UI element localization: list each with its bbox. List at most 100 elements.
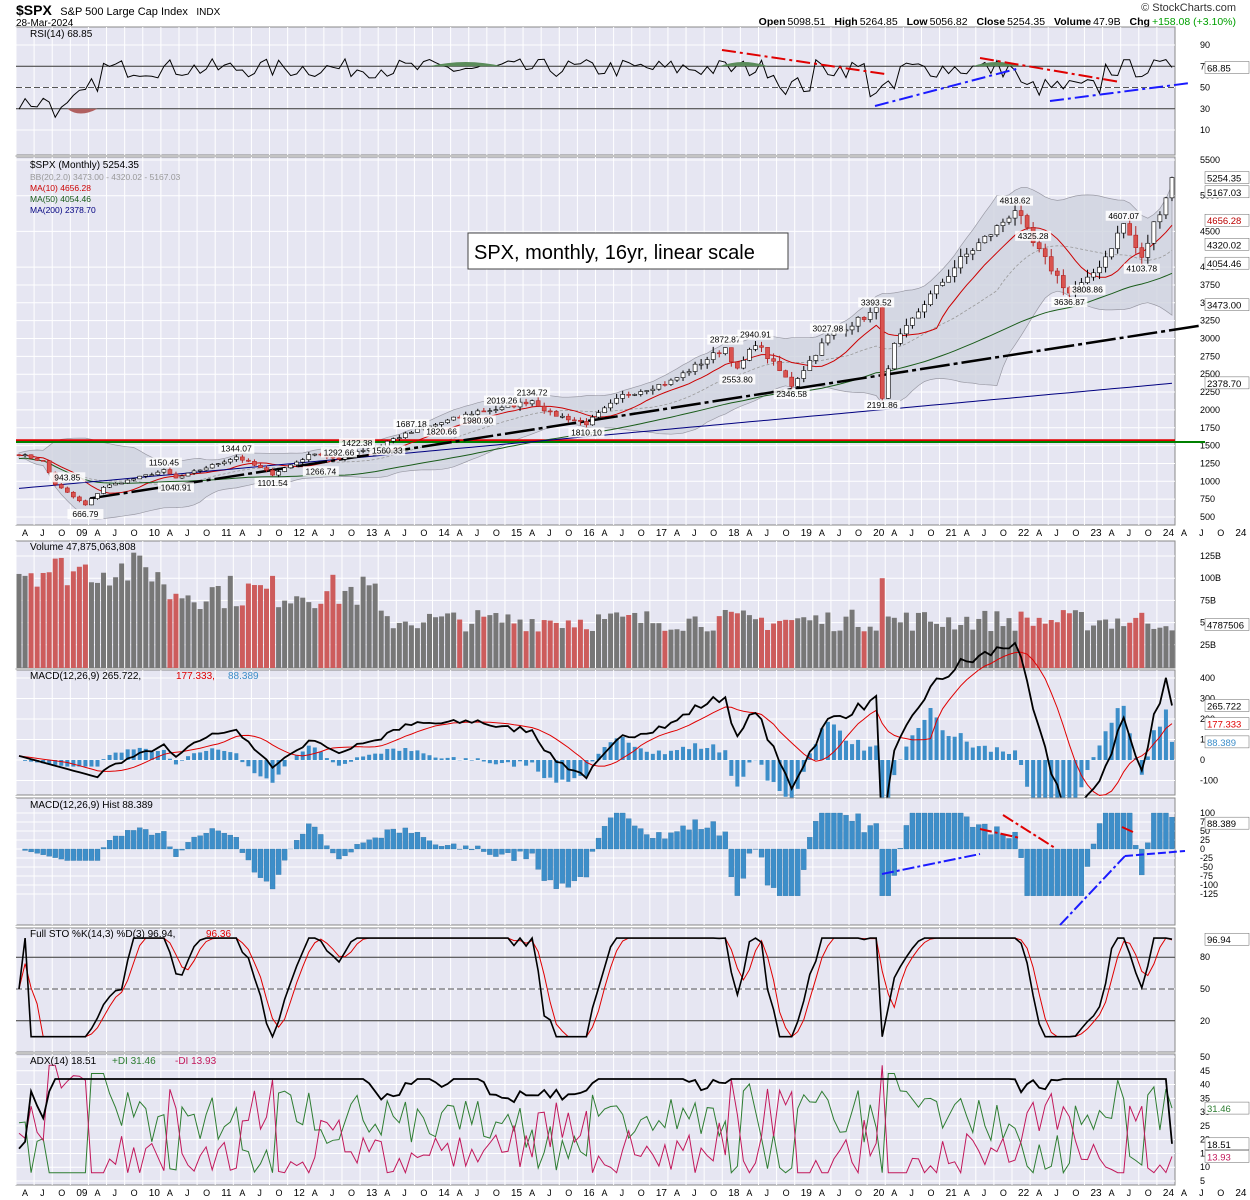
chart-date: 28-Mar-2024: [16, 18, 74, 29]
price-tick: 3000: [1200, 334, 1220, 344]
volume-bar: [52, 558, 58, 668]
macd-hist-bar: [783, 760, 788, 797]
hist-bar: [432, 844, 439, 850]
candle-body: [173, 473, 179, 479]
price-xlabel: 20: [873, 528, 885, 539]
hist-bar: [221, 833, 227, 850]
volume-bar: [221, 608, 227, 668]
hist-bar: [559, 848, 565, 884]
price-label-bg: [483, 395, 520, 406]
hist-bar: [680, 825, 686, 850]
high-value: 5264.85: [859, 16, 898, 28]
price-xlabel: O: [1000, 528, 1007, 538]
volume-bar: [445, 613, 451, 668]
rsi-title: RSI(14) 68.85: [30, 29, 93, 40]
hist-bar: [426, 840, 433, 850]
hist-bar: [1090, 843, 1097, 850]
macd-hist-bar: [421, 753, 426, 760]
macd-hist-tick: 100: [1200, 808, 1215, 818]
volume-bar: [789, 620, 795, 668]
volume-bar: [451, 612, 457, 668]
volume-bar: [101, 572, 107, 668]
price-label: 3636.87: [1054, 297, 1085, 307]
adx-mdi-value-box: [1204, 1150, 1250, 1163]
price-legend-item: MA(10) 4656.28: [30, 183, 91, 193]
ma10-line: [18, 224, 1173, 494]
candle-body: [409, 432, 414, 434]
macd-hist-bar: [681, 746, 686, 760]
price-xlabel: O: [638, 528, 645, 538]
hist-bar: [1121, 812, 1127, 850]
candle-body: [710, 352, 716, 360]
candle-body: [451, 416, 456, 421]
candle-body: [215, 463, 221, 465]
adx-xlabel: O: [131, 1188, 138, 1198]
hist-bar: [589, 848, 596, 852]
price-xlabel: J: [837, 528, 842, 538]
price-label: 1266.74: [305, 466, 336, 476]
adx-xlabel: 19: [801, 1188, 813, 1199]
price-label: 1150.45: [149, 458, 179, 468]
price-label-bg: [809, 323, 846, 334]
candle-body: [958, 256, 964, 269]
candle-body: [1163, 197, 1169, 216]
price-label: 4325.28: [1018, 231, 1049, 241]
adx-xlabel: J: [620, 1188, 625, 1198]
volume-bar: [493, 613, 499, 668]
rsi-value-box: [1204, 61, 1250, 74]
ohlc-bar: Open 5098.51 High 5264.85 Low 5056.82 Close…: [753, 16, 1236, 28]
macd-hist-bar: [825, 721, 830, 760]
macd-hist-bar: [499, 760, 504, 764]
candle-body: [650, 388, 656, 391]
adx-xlabel: A: [746, 1188, 752, 1198]
volume-bar: [1084, 630, 1090, 668]
volume-bar: [402, 621, 408, 668]
hist-bar: [1096, 823, 1103, 850]
volume-bar: [583, 629, 589, 668]
macd-hist-bar: [542, 760, 547, 779]
price-tick: 2000: [1200, 405, 1220, 415]
price-label-bg: [369, 445, 406, 456]
volume-bar: [1078, 612, 1084, 668]
volume-bar: [903, 612, 909, 668]
price-xlabel: 15: [511, 528, 523, 539]
adx-xlabel: J: [1054, 1188, 1059, 1198]
hist-bar: [535, 848, 541, 870]
annotation-text: SPX, monthly, 16yr, linear scale: [474, 242, 755, 264]
price-label: 666.79: [72, 509, 98, 519]
price-label-bg: [514, 387, 551, 398]
price-label-bg: [1069, 284, 1106, 295]
macd-hist-bar: [186, 756, 191, 760]
macd-hist-bar: [493, 760, 498, 765]
volume-bar: [873, 630, 879, 668]
candle-body: [252, 461, 257, 466]
price-xlabel: J: [692, 528, 697, 538]
price-label: 2346.58: [776, 389, 807, 399]
volume-bar: [734, 613, 740, 668]
hist-bar: [185, 842, 191, 850]
price-xlabel: 18: [728, 528, 740, 539]
volume-bar: [1169, 630, 1175, 668]
price-xlabel: A: [746, 528, 752, 538]
price-label-bg: [254, 478, 291, 489]
volume-bar: [1097, 620, 1103, 668]
volume-bar: [318, 603, 324, 668]
macd-hist-bar: [119, 752, 124, 760]
volume-bar: [191, 602, 197, 668]
macd-hist-bar: [161, 749, 166, 760]
volume-bar: [680, 630, 686, 668]
hist-bar: [638, 828, 644, 850]
candle-body: [777, 360, 782, 371]
price-xlabel: J: [402, 528, 407, 538]
volume-bar: [1036, 617, 1042, 668]
candle-body: [155, 471, 161, 476]
hist-bar: [547, 848, 553, 881]
hist-bar: [939, 812, 946, 850]
index-name: S&P 500 Large Cap Index: [60, 6, 188, 18]
sto-d-text: 96.36: [206, 929, 231, 940]
macd-hist-bar: [318, 751, 323, 760]
price-label: 2553.80: [722, 374, 753, 384]
price-xlabel: J: [547, 528, 552, 538]
hist-bar: [686, 829, 692, 850]
volume-bar: [1054, 622, 1060, 668]
